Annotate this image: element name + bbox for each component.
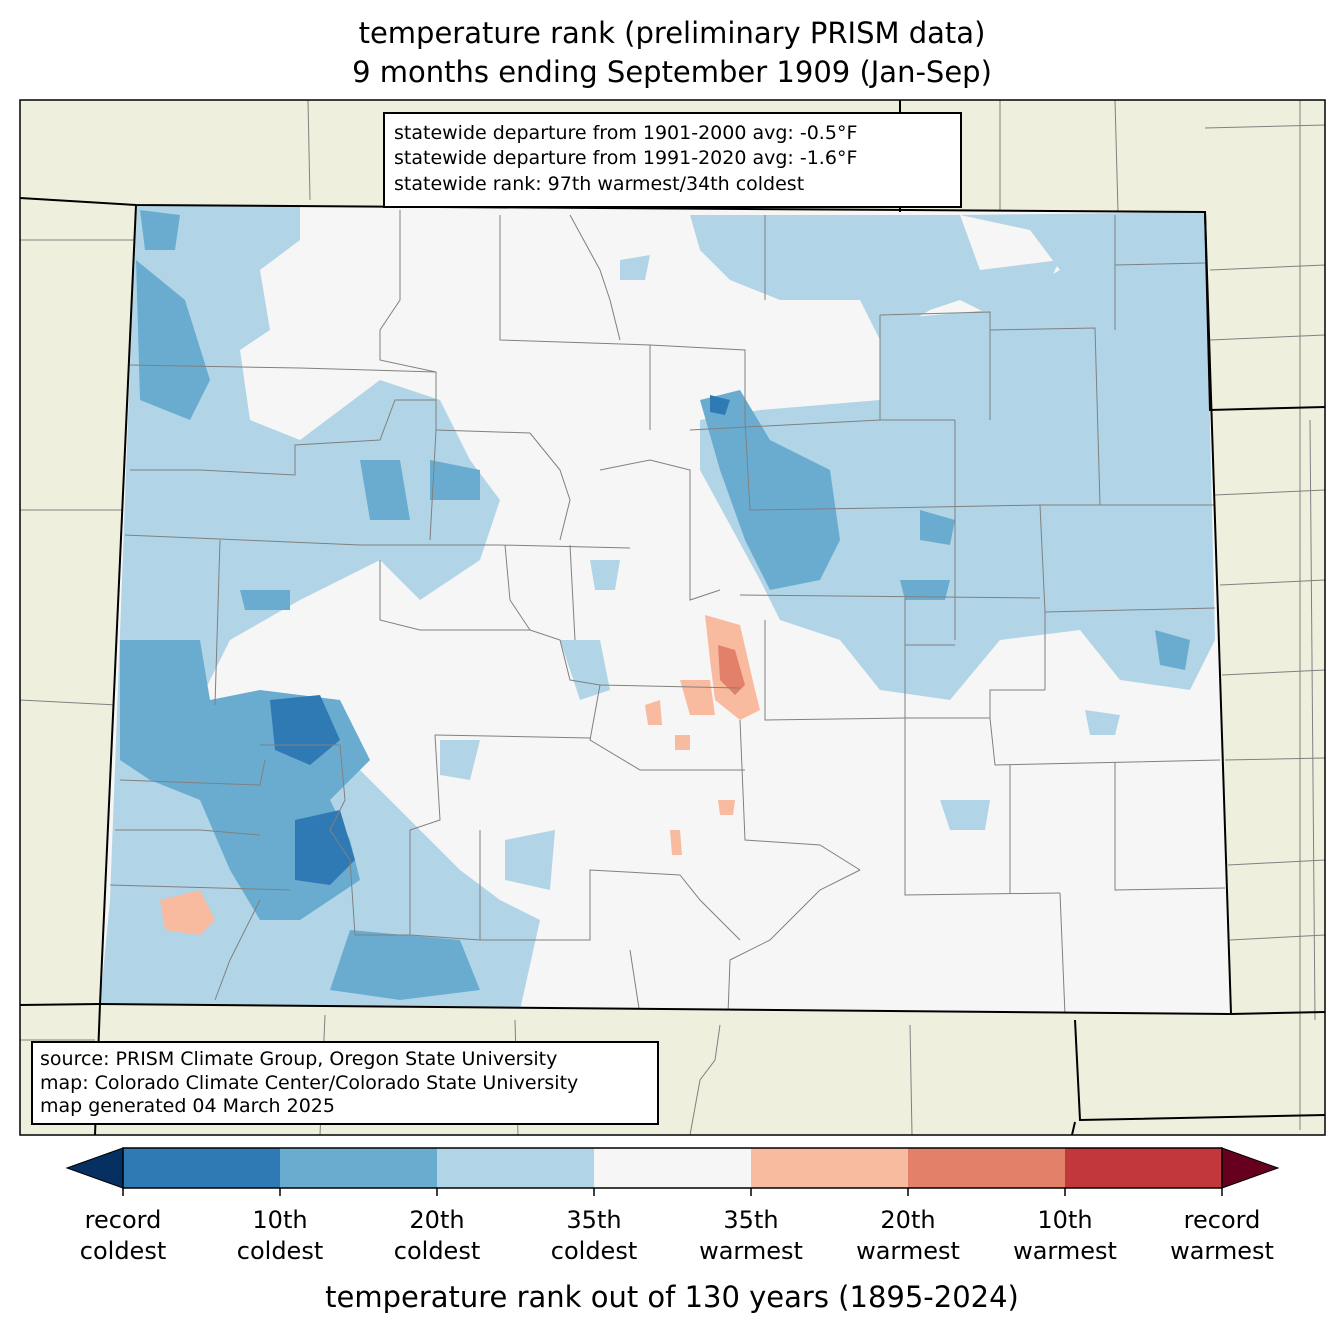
colorbar-segment-1 — [123, 1148, 280, 1188]
source-line-2: map: Colorado Climate Center/Colorado St… — [40, 1072, 578, 1094]
colorbar-extend-low — [65, 1147, 124, 1189]
colorbar-title: temperature rank out of 130 years (1895-… — [325, 1280, 1019, 1314]
colorbar-segment-3 — [437, 1148, 594, 1188]
colorbar-segment-6 — [908, 1148, 1065, 1188]
stats-line-3: statewide rank: 97th warmest/34th coldes… — [394, 173, 804, 195]
source-line-1: source: PRISM Climate Group, Oregon Stat… — [40, 1048, 557, 1070]
colorbar — [65, 1147, 1280, 1196]
colorbar-segment-5 — [751, 1148, 908, 1188]
map-frame — [19, 99, 1326, 1136]
stats-box: statewide departure from 1901-2000 avg: … — [383, 112, 962, 208]
colorbar-label-20th-coldest: 20th coldest — [357, 1205, 517, 1267]
cb-label-top: 35th — [723, 1206, 779, 1234]
cb-label-top: 10th — [252, 1206, 308, 1234]
cb-label-bottom: coldest — [393, 1237, 481, 1265]
cb-label-top: record — [84, 1206, 162, 1234]
cb-label-bottom: warmest — [1170, 1237, 1274, 1265]
source-box: source: PRISM Climate Group, Oregon Stat… — [31, 1041, 659, 1125]
cb-label-bottom: warmest — [1013, 1237, 1117, 1265]
cb-label-bottom: coldest — [79, 1237, 167, 1265]
stats-line-2: statewide departure from 1991-2020 avg: … — [394, 147, 857, 169]
colorbar-label-20th-warmest: 20th warmest — [828, 1205, 988, 1267]
cb-label-top: 35th — [566, 1206, 622, 1234]
stats-line-1: statewide departure from 1901-2000 avg: … — [394, 122, 857, 144]
cb-label-bottom: coldest — [236, 1237, 324, 1265]
colorbar-extend-high — [1221, 1147, 1280, 1189]
cb-label-top: 20th — [880, 1206, 936, 1234]
cb-label-top: record — [1183, 1206, 1261, 1234]
neighbor-county-lines — [20, 100, 1325, 1135]
cb-label-bottom: warmest — [856, 1237, 960, 1265]
colorbar-segment-7 — [1065, 1148, 1222, 1188]
map-title-line2: 9 months ending September 1909 (Jan-Sep) — [352, 55, 992, 89]
source-line-3: map generated 04 March 2025 — [40, 1095, 335, 1117]
colorbar-label-record-coldest: record coldest — [43, 1205, 203, 1267]
cb-label-bottom: coldest — [550, 1237, 638, 1265]
cb-label-bottom: warmest — [699, 1237, 803, 1265]
rank-shading — [100, 205, 1215, 1010]
colorbar-label-35th-coldest: 35th coldest — [514, 1205, 674, 1267]
cb-label-top: 10th — [1037, 1206, 1093, 1234]
colorbar-label-record-warmest: record warmest — [1142, 1205, 1302, 1267]
colorbar-segment-2 — [280, 1148, 437, 1188]
colorbar-segment-4 — [594, 1148, 751, 1188]
colorbar-label-10th-coldest: 10th coldest — [200, 1205, 360, 1267]
colorbar-label-10th-warmest: 10th warmest — [985, 1205, 1145, 1267]
colorbar-label-35th-warmest: 35th warmest — [671, 1205, 831, 1267]
county-lines — [109, 210, 1226, 1014]
map-title-line1: temperature rank (preliminary PRISM data… — [358, 16, 986, 50]
cb-label-top: 20th — [409, 1206, 465, 1234]
